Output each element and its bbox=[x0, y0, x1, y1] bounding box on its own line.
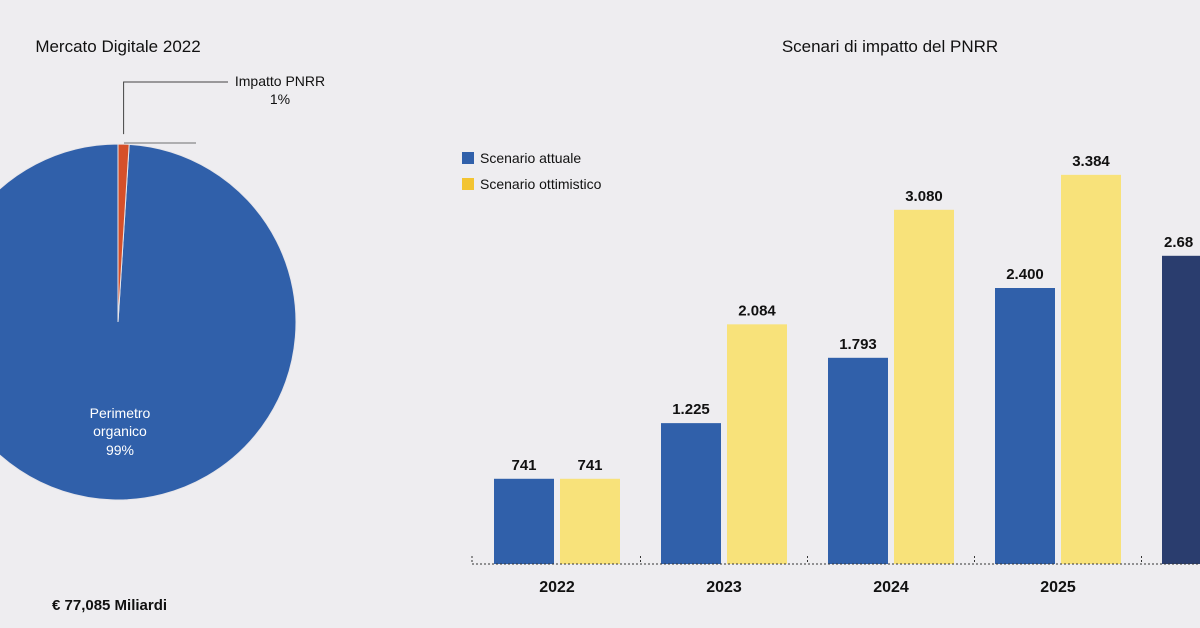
x-tick-label-2024: 2024 bbox=[873, 579, 909, 596]
bar-2023-attuale bbox=[661, 423, 721, 564]
bar-2025-ottimistico bbox=[1061, 174, 1121, 564]
pie-slice-perimetro-organico bbox=[0, 143, 297, 501]
pie-chart-title: Mercato Digitale 2022 bbox=[35, 37, 200, 56]
bar-partial-clipped bbox=[1162, 255, 1200, 565]
legend-swatch-scenario-ottimistico bbox=[462, 178, 474, 190]
bar-2023-ottimistico bbox=[727, 324, 787, 564]
value-label-2025-ottimistico: 3.384 bbox=[1072, 153, 1110, 170]
pnrr-leader-line bbox=[123, 81, 228, 135]
slice-label-pnrr-pct: 1% bbox=[270, 91, 290, 107]
bar-chart-title: Scenari di impatto del PNRR bbox=[782, 37, 998, 56]
x-tick-label-2022: 2022 bbox=[539, 579, 575, 596]
slice-label-pnrr-line1: Impatto PNRR bbox=[235, 73, 325, 89]
value-label-partial-clipped: 2.68 bbox=[1164, 234, 1193, 251]
bar-2025-attuale bbox=[995, 288, 1055, 564]
value-label-2022-attuale: 741 bbox=[511, 457, 536, 474]
pie-total-label: € 77,085 Miliardi bbox=[52, 597, 167, 614]
legend-swatch-scenario-attuale bbox=[462, 152, 474, 164]
slice-label-organico-pct: 99% bbox=[106, 442, 134, 458]
value-label-2023-attuale: 1.225 bbox=[672, 401, 710, 418]
bar-2022-ottimistico bbox=[560, 478, 620, 564]
pie-slice-impatto-pnrr bbox=[117, 143, 130, 323]
value-label-2024-attuale: 1.793 bbox=[839, 336, 877, 353]
value-label-2024-ottimistico: 3.080 bbox=[905, 188, 943, 205]
bar-chart-plot: 741 741 2022 1.225 2.084 2023 1.793 3.080 2024 2.… bbox=[471, 153, 1200, 596]
legend-label-scenario-ottimistico: Scenario ottimistico bbox=[480, 176, 602, 192]
bar-2022-attuale bbox=[494, 478, 554, 564]
value-label-2022-ottimistico: 741 bbox=[577, 457, 602, 474]
bar-2024-ottimistico bbox=[894, 209, 954, 565]
x-tick-label-2025: 2025 bbox=[1040, 579, 1076, 596]
bar-2024-attuale bbox=[828, 357, 888, 564]
value-label-2025-attuale: 2.400 bbox=[1006, 266, 1044, 283]
pie-chart bbox=[0, 143, 297, 501]
x-tick-label-2023: 2023 bbox=[706, 579, 742, 596]
legend-label-scenario-attuale: Scenario attuale bbox=[480, 150, 581, 166]
chart-legend: Scenario attuale Scenario ottimistico bbox=[462, 150, 602, 192]
value-label-2023-ottimistico: 2.084 bbox=[738, 302, 776, 319]
slice-label-organico-line1: Perimetro bbox=[90, 405, 151, 421]
slice-label-organico-line2: organico bbox=[93, 423, 147, 439]
